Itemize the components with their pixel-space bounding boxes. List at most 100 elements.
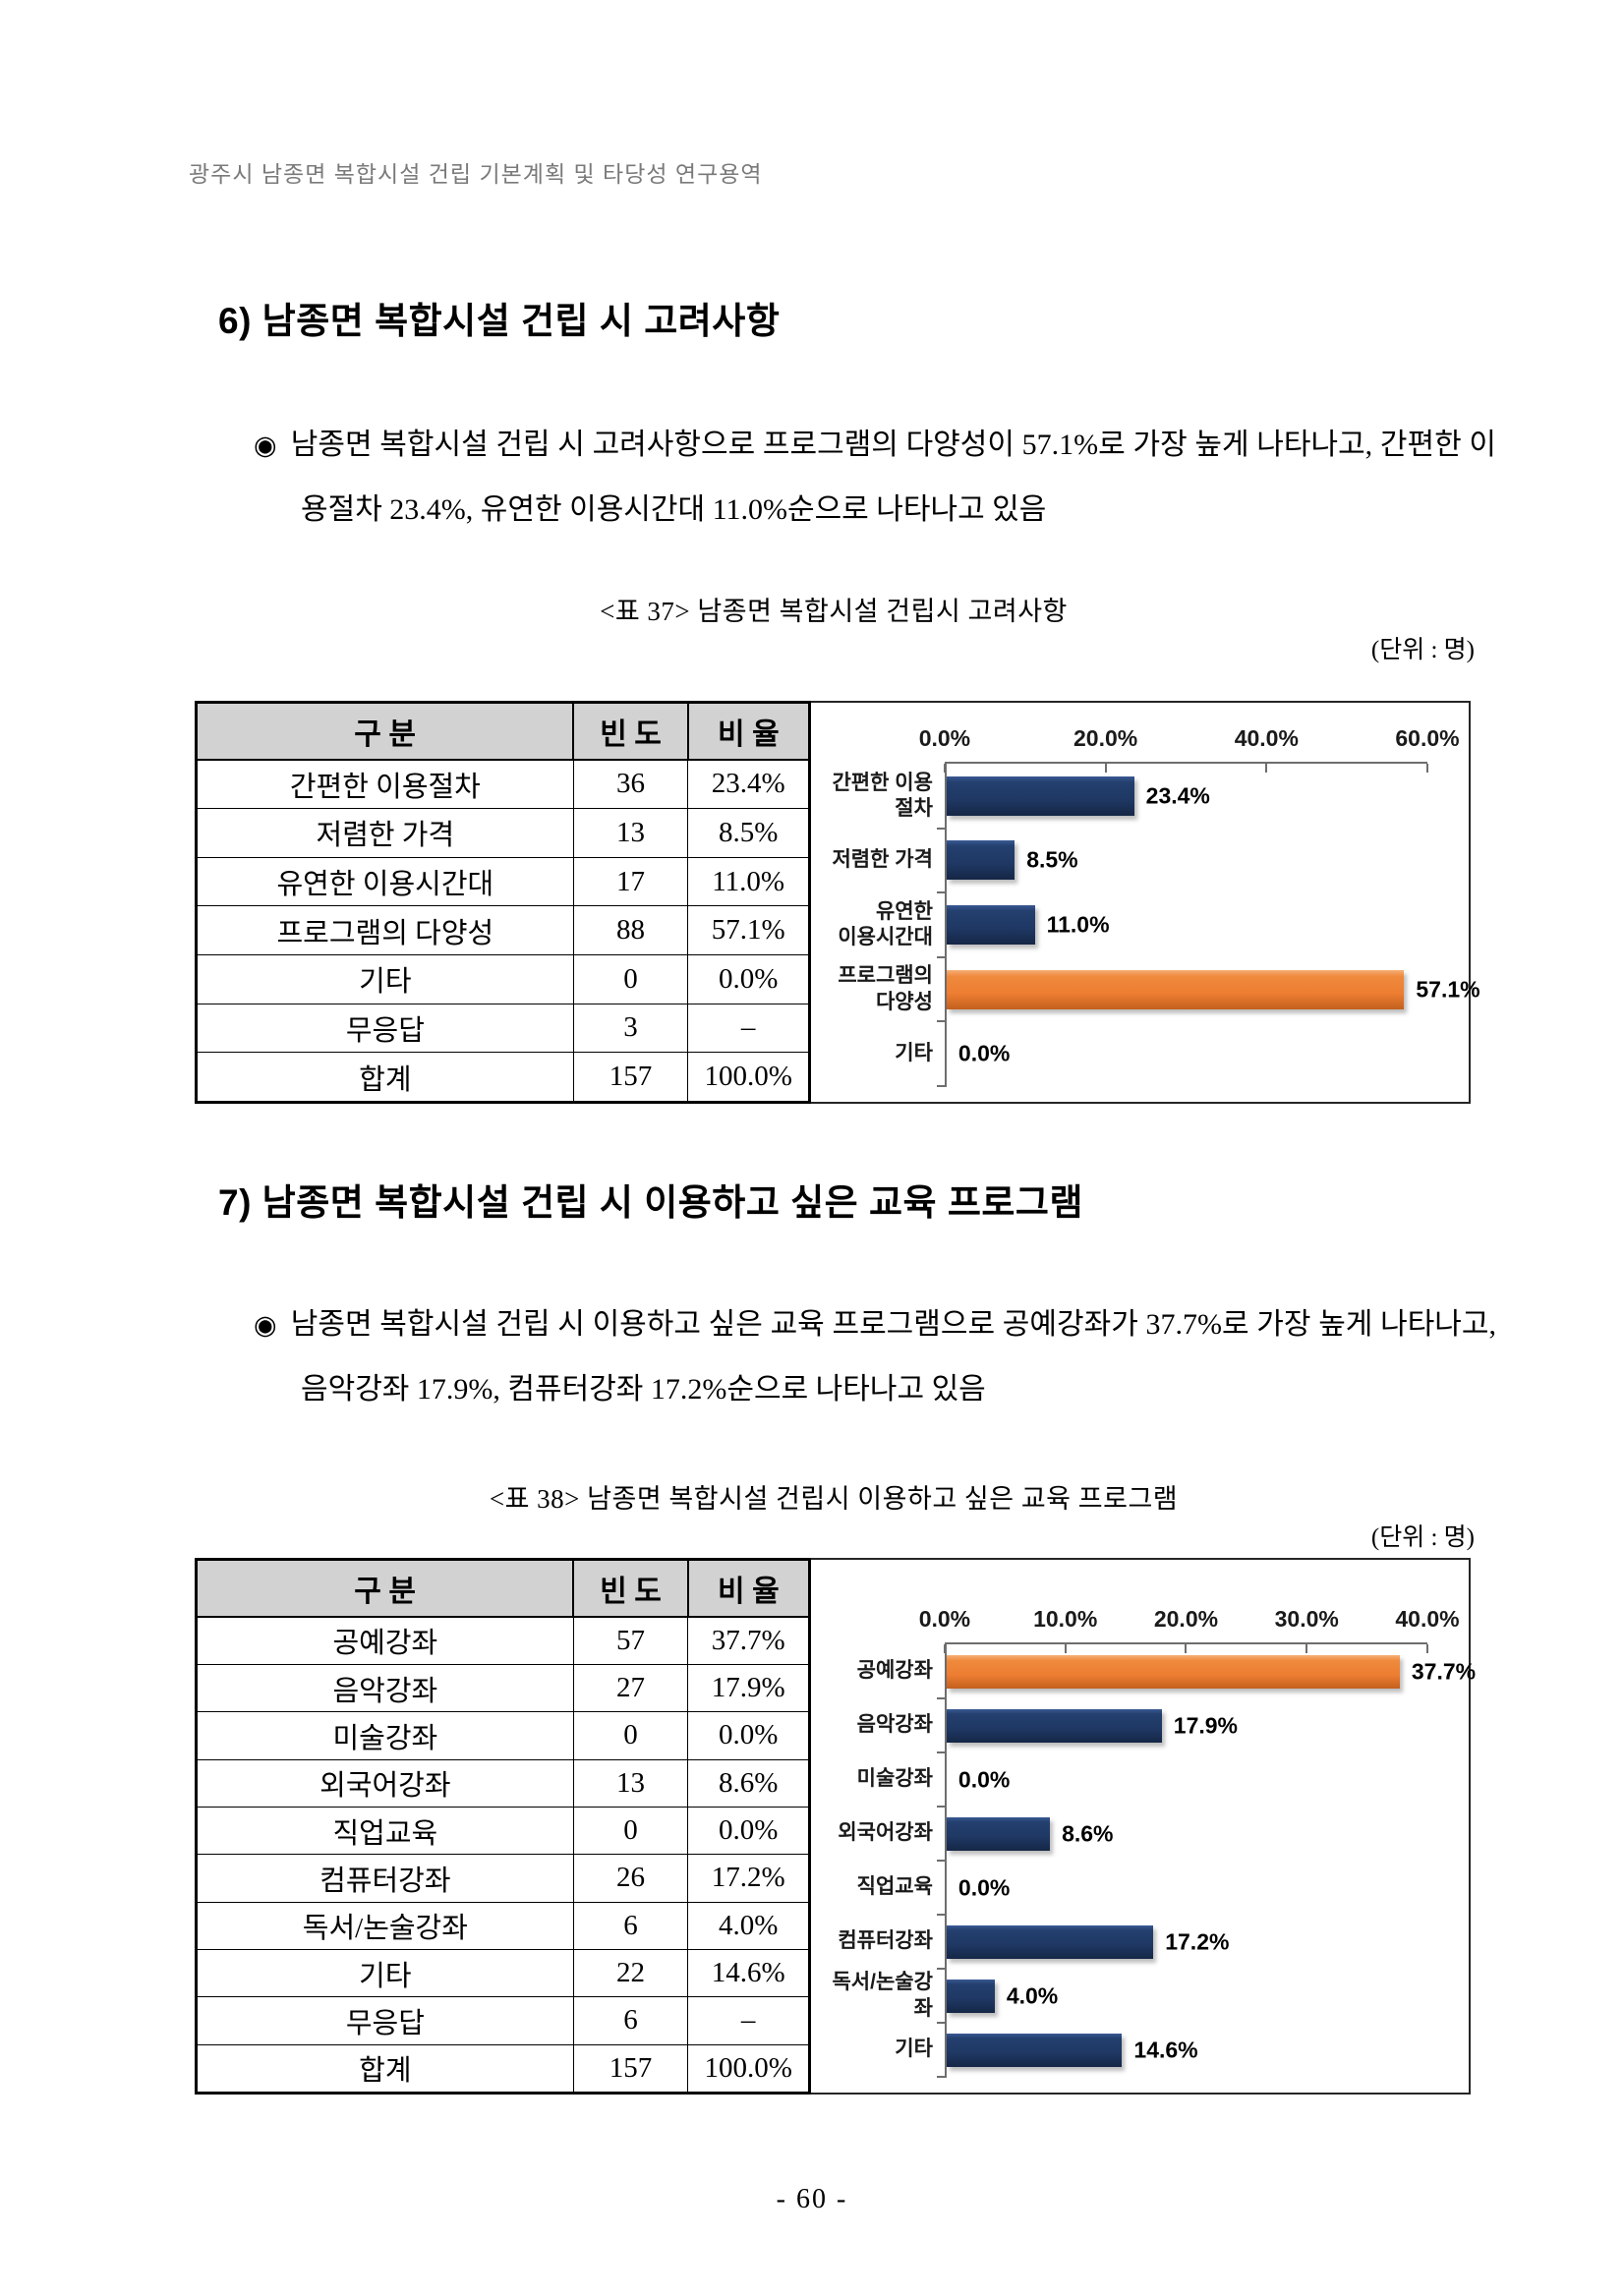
chart-bar-area: 23.4% xyxy=(936,764,1427,830)
bar-value-label: 17.9% xyxy=(1173,1712,1238,1738)
table-cell: 0.0% xyxy=(687,954,810,1004)
x-axis-line xyxy=(944,1642,1427,1644)
bar xyxy=(946,840,1015,881)
x-axis-tick-label: 20.0% xyxy=(1153,1606,1219,1632)
bar-value-label: 37.7% xyxy=(1411,1658,1477,1684)
chart-row: 공예강좌 37.7% xyxy=(815,1644,1476,1699)
bar-value-label: 0.0% xyxy=(957,1040,1011,1066)
bar-value-label: 0.0% xyxy=(957,1874,1011,1900)
bar xyxy=(946,1816,1051,1851)
table-cell: 17 xyxy=(572,856,689,907)
table-cell: 저렴한 가격 xyxy=(196,808,574,858)
x-axis-tick-mark xyxy=(1265,764,1268,773)
chart37-panel: 0.0% 20.0% 40.0% 60.0% 간편한 이용절차 23.4% 저렴한 가격 8.… xyxy=(810,701,1480,1104)
table-column-header: 구 분 xyxy=(195,1558,575,1618)
table-cell: 11.0% xyxy=(687,856,810,907)
chart-category-label: 음악강좌 xyxy=(856,1713,933,1737)
table-row: 기타 22 14.6% xyxy=(196,1948,810,1998)
chart-bar-area: 8.5% xyxy=(936,828,1427,893)
chart-row: 컴퓨터강좌 17.2% xyxy=(815,1915,1469,1970)
x-axis-tick-label: 0.0% xyxy=(918,1606,971,1632)
table-cell: 6 xyxy=(572,1901,689,1950)
table-cell: 57 xyxy=(572,1616,689,1665)
chart-row: 직업교육 0.0% xyxy=(815,1861,1469,1916)
table-cell: 100.0% xyxy=(687,2043,810,2095)
section7-bullet-text: 남종면 복합시설 건립 시 이용하고 싶은 교육 프로그램으로 공예강좌가 37… xyxy=(290,1308,1496,1406)
axis-area: 0.0% 20.0% 40.0% 60.0% xyxy=(919,709,1460,773)
table-cell: 88 xyxy=(572,905,689,955)
bar-value-label: 4.0% xyxy=(1006,1982,1059,2008)
table-cell: 17.2% xyxy=(687,1854,810,1903)
table-row: 음악강좌 27 17.9% xyxy=(196,1663,810,1713)
table-cell: 157 xyxy=(572,1052,689,1103)
running-header: 광주시 남종면 복합시설 건립 기본계획 및 타당성 연구용역 xyxy=(189,161,763,187)
table-cell: – xyxy=(687,1996,810,2045)
chart-category-label: 기타 xyxy=(895,2038,933,2061)
bar-value-label: 0.0% xyxy=(957,1766,1011,1792)
table-row: 합계 157 100.0% xyxy=(196,2043,810,2095)
table-cell: 무응답 xyxy=(196,1996,574,2045)
chart-inner: 0.0% 20.0% 40.0% 60.0% 간편한 이용절차 23.4% 저렴한 가격 8.… xyxy=(811,703,1480,1102)
table-cell: 13 xyxy=(572,1758,689,1808)
axis-area: 0.0% 10.0% 20.0% 30.0% 40.0% xyxy=(919,1566,1460,1653)
bar xyxy=(946,904,1035,945)
x-axis-tick-label: 10.0% xyxy=(1033,1606,1098,1632)
x-axis-tick-mark xyxy=(1064,1644,1067,1653)
chart-bar-area: 37.7% xyxy=(936,1644,1476,1699)
table-cell: 0 xyxy=(572,954,689,1004)
table-row: 미술강좌 0 0.0% xyxy=(196,1711,810,1760)
chart-bar-area: 8.6% xyxy=(936,1807,1427,1862)
table38-unit-label: (단위 : 명) xyxy=(1370,1524,1475,1551)
table-column-header: 비 율 xyxy=(686,1558,811,1618)
table-row: 저렴한 가격 13 8.5% xyxy=(196,808,810,858)
table-cell: 0 xyxy=(572,1806,689,1856)
chart-category-label: 유연한 이용시간대 xyxy=(838,899,933,948)
x-axis-tick-mark xyxy=(1426,1644,1428,1653)
table37-caption: <표 37> 남종면 복합시설 건립시 고려사항 xyxy=(600,597,1068,626)
table-cell: 미술강좌 xyxy=(196,1711,574,1760)
section6-bullet: ◉ 남종면 복합시설 건립 시 고려사항으로 프로그램의 다양성이 57.1%로 … xyxy=(254,413,1496,542)
x-axis-tick-label: 30.0% xyxy=(1274,1606,1339,1632)
bar-value-label: 8.6% xyxy=(1062,1820,1114,1846)
chart-bar-area: 11.0% xyxy=(936,892,1427,958)
chart-row: 간편한 이용절차 23.4% xyxy=(815,764,1469,830)
bullet-marker-icon: ◉ xyxy=(254,1310,277,1341)
table-cell: 27 xyxy=(572,1663,689,1713)
highlighted-bar xyxy=(946,1654,1400,1689)
table-cell: 컴퓨터강좌 xyxy=(196,1854,574,1903)
table-cell: 37.7% xyxy=(687,1616,810,1665)
table-cell: – xyxy=(687,1003,810,1054)
chart-row: 외국어강좌 8.6% xyxy=(815,1807,1469,1862)
table-cell: 22 xyxy=(572,1948,689,1998)
table-row: 직업교육 0 0.0% xyxy=(196,1806,810,1856)
chart-category-label: 독서/논술강좌 xyxy=(832,1971,933,2020)
table-cell: 36 xyxy=(572,758,689,810)
chart-row: 기타 0.0% xyxy=(815,1021,1469,1087)
table-cell: 8.5% xyxy=(687,808,810,858)
bar xyxy=(946,1924,1154,1959)
chart-row: 기타 14.6% xyxy=(815,2023,1469,2078)
chart-bar-area: 0.0% xyxy=(936,1752,1427,1808)
table-cell: 3 xyxy=(572,1003,689,1054)
table-row: 기타 0 0.0% xyxy=(196,954,810,1004)
x-axis-tick-label: 0.0% xyxy=(918,725,971,751)
table-row: 무응답 3– xyxy=(196,1003,810,1054)
chart-inner: 0.0% 10.0% 20.0% 30.0% 40.0% 공예강좌 37.7% 음악강좌 17.… xyxy=(811,1560,1476,2093)
chart-rows: 공예강좌 37.7% 음악강좌 17.9% 미술강좌 0.0% 외국어강좌 8.6% 직업교육 0… xyxy=(815,1644,1476,2078)
table-cell: 간편한 이용절차 xyxy=(196,758,574,810)
bar-value-label: 17.2% xyxy=(1165,1928,1230,1954)
table-column-header: 빈 도 xyxy=(572,1558,689,1618)
x-axis-tick-mark xyxy=(1426,764,1428,773)
chart-bar-area: 57.1% xyxy=(936,956,1480,1022)
table-cell: 57.1% xyxy=(687,905,810,955)
section6-heading: 6) 남종면 복합시설 건립 시 고려사항 xyxy=(218,301,781,341)
chart-bar-area: 0.0% xyxy=(936,1021,1427,1087)
section7-bullet: ◉ 남종면 복합시설 건립 시 이용하고 싶은 교육 프로그램으로 공예강좌가 3… xyxy=(254,1292,1496,1421)
chart-bar-area: 4.0% xyxy=(936,1969,1427,2024)
chart-row: 프로그램의 다양성 57.1% xyxy=(815,956,1480,1022)
table-row: 독서/논술강좌 6 4.0% xyxy=(196,1901,810,1950)
table-cell: 17.9% xyxy=(687,1663,810,1713)
